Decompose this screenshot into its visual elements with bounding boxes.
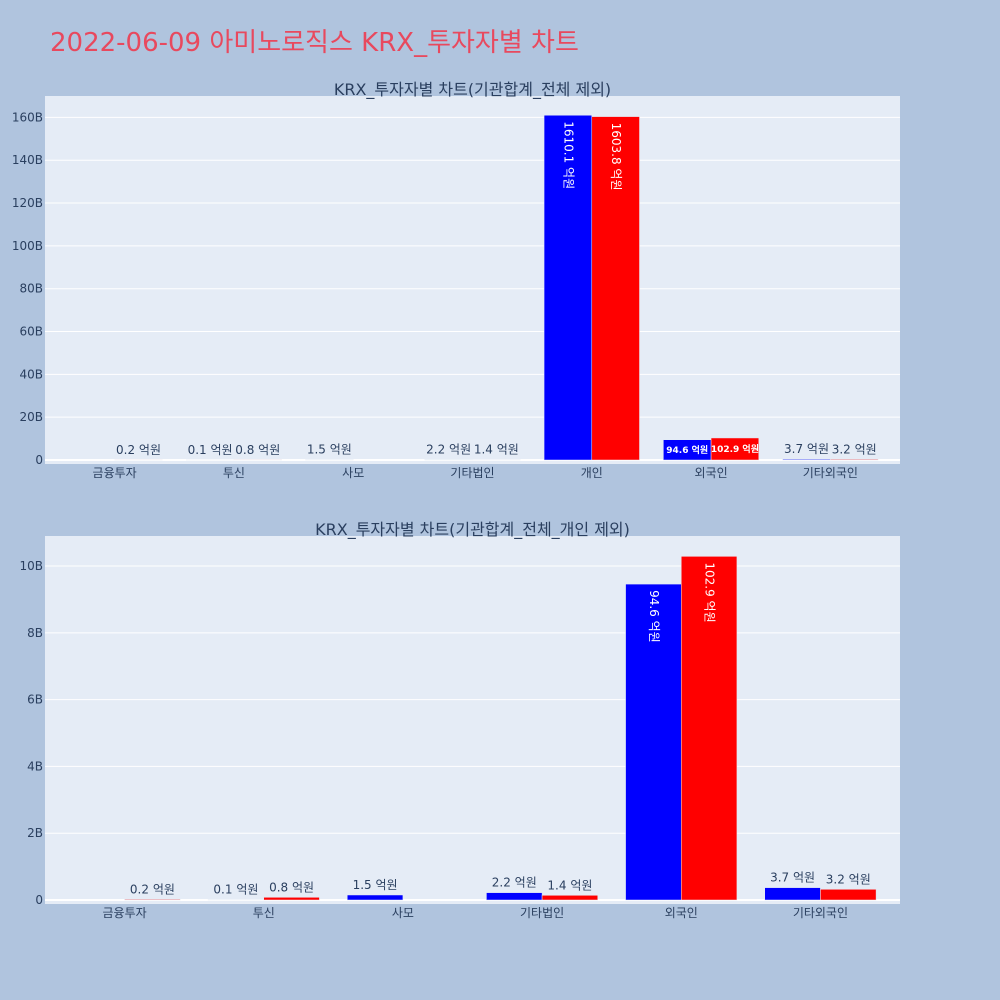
x-tick-label: 외국인 [665,906,698,920]
y-tick-label: 60B [19,325,43,339]
data-label: 0.1 억원 [188,443,233,457]
chart-title: KRX_투자자별 차트(기관합계_전체_개인 제외) [315,520,630,540]
data-label: 0.2 억원 [130,882,175,896]
y-tick-label: 6B [27,693,43,707]
x-tick-label: 외국인 [695,466,728,480]
y-tick-label: 4B [27,759,43,773]
y-tick-label: 80B [19,282,43,296]
data-label: 0.2 억원 [116,443,161,457]
data-label: 102.9 억원 [711,443,759,455]
y-tick-label: 0 [35,893,43,907]
bar [764,887,821,901]
y-tick-label: 2B [27,826,43,840]
plot-area [45,96,900,464]
x-tick-label: 기타법인 [450,466,494,480]
bar [782,458,831,461]
x-tick-label: 사모 [342,466,364,480]
bar [124,899,181,901]
y-tick-label: 10B [19,559,43,573]
y-tick-label: 100B [12,239,43,253]
x-tick-label: 금융투자 [93,466,137,480]
data-label: 1.4 억원 [474,443,519,457]
data-label: 102.9 억원 [703,562,717,622]
y-tick-label: 0 [35,453,43,467]
data-label: 94.6 억원 [666,444,708,456]
x-tick-label: 투신 [223,466,245,480]
data-label: 1610.1 억원 [561,121,575,189]
bar [820,889,877,901]
bar [681,556,738,901]
x-tick-label: 개인 [581,466,603,480]
page-title: 2022-06-09 아미노로직스 KRX_투자자별 차트 [50,28,579,58]
bar [541,895,598,901]
chart-title: KRX_투자자별 차트(기관합계_전체 제외) [334,80,611,100]
bar [591,116,640,461]
bar [710,437,760,461]
data-label: 0.1 억원 [213,883,258,897]
data-label: 1.4 억원 [547,878,592,892]
bar [625,583,682,901]
y-tick-label: 160B [12,110,43,124]
plot-area [45,536,900,904]
x-tick-label: 사모 [392,906,414,920]
chart-bottom: KRX_투자자별 차트(기관합계_전체_개인 제외) 0 2B 4B 6B 8B 10B 금융… [19,520,900,920]
x-tick-label: 투신 [253,906,275,920]
data-label: 3.7 억원 [770,871,815,885]
x-tick-label: 기타법인 [520,906,564,920]
data-label: 3.2 억원 [832,442,877,456]
bar [347,894,404,901]
bar [830,459,879,461]
data-label: 1.5 억원 [353,878,398,892]
y-tick-label: 20B [19,410,43,424]
bar [263,897,320,901]
x-tick-label: 기타외국인 [803,466,858,480]
y-tick-label: 140B [12,153,43,167]
data-label: 2.2 억원 [492,876,537,890]
data-label: 2.2 억원 [426,443,471,457]
data-label: 0.8 억원 [235,443,280,457]
data-label: 1.5 억원 [307,443,352,457]
data-label: 3.7 억원 [784,442,829,456]
y-tick-label: 8B [27,626,43,640]
x-tick-label: 금융투자 [102,906,146,920]
data-label: 94.6 억원 [647,590,661,643]
y-tick-label: 40B [19,367,43,381]
x-tick-label: 기타외국인 [793,906,848,920]
bar [543,114,593,461]
chart-top: KRX_투자자별 차트(기관합계_전체 제외) 0 20B 40B 60B 80B 100B… [12,80,900,480]
y-tick-label: 120B [12,196,43,210]
bar [486,892,543,901]
data-label: 0.8 억원 [269,880,314,894]
data-label: 3.2 억원 [826,872,871,886]
data-label: 1603.8 억원 [609,123,623,191]
